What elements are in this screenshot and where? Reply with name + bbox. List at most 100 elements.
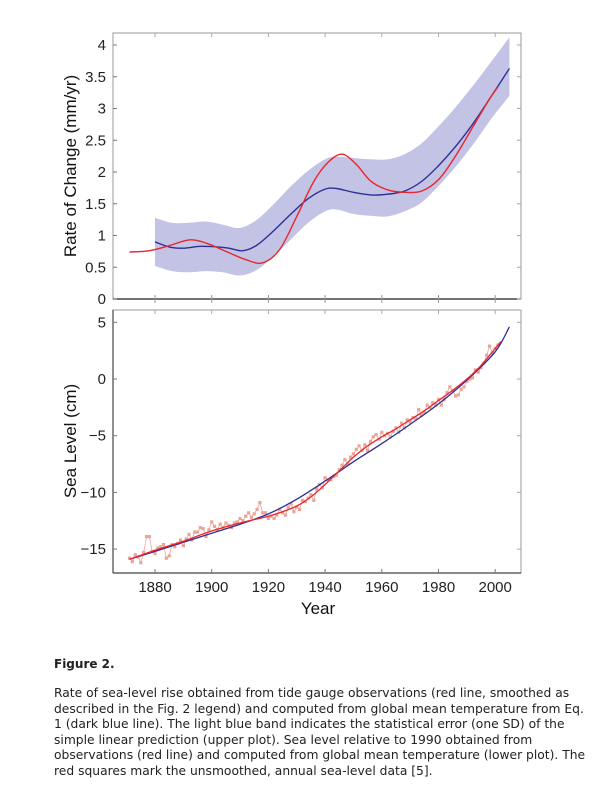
upper-observed-line [129,86,499,264]
upper-predicted-line [154,68,510,252]
annual-data-square [207,528,211,532]
x-tick-label: 1900 [195,579,228,596]
annual-data-square [315,487,319,491]
annual-data-square [300,498,304,502]
annual-data-square [195,530,200,534]
annual-data-square [235,520,239,524]
annual-data-square [485,353,489,357]
annual-data-square [289,502,293,506]
annual-data-square [272,516,276,521]
upper-y-tick-label: 0 [98,291,106,308]
annual-data-square [343,457,347,462]
lower-predicted-line [129,326,510,560]
annual-data-square [184,537,188,541]
annual-data-square [434,403,438,407]
annual-data-square [340,463,344,467]
annual-data-square [139,561,143,565]
annual-data-square [266,516,270,521]
x-axis-label: Year [301,599,336,618]
annual-data-square [425,403,429,407]
annual-data-square [309,493,313,497]
annual-data-square [351,452,355,456]
error-band [155,37,510,276]
annual-data-square [142,550,146,555]
annual-data-square [238,516,242,521]
annual-data-square [306,496,310,500]
annual-data-square [292,510,296,514]
annual-data-square [357,444,361,448]
annual-data-square [133,553,137,557]
annual-data-square [147,535,151,539]
annual-data-square [232,521,236,525]
annual-data-square [153,552,157,556]
annual-data-square [312,498,316,502]
annual-data-square [255,507,259,511]
annual-data-square [164,556,168,560]
annual-data-connector [129,344,499,564]
annual-data-square [278,507,282,511]
annual-data-square [252,512,256,516]
annual-data-square [241,519,245,523]
annual-data-square [468,377,472,381]
annual-data-square [400,421,404,425]
annual-data-square [476,370,480,374]
lower-y-tick-label: 0 [98,371,106,388]
annual-data-square [130,560,134,564]
figure-caption: Rate of sea-level rise obtained from tid… [54,686,586,778]
upper-plot-rate-of-change: 0 0.5 1 1.5 2 2.5 3 3.5 4 Rate of Change (mm/yr) [61,32,522,308]
annual-data-square [408,420,412,424]
annual-data-square [269,514,273,518]
annual-data-square [173,545,177,549]
annual-data-square [439,403,443,407]
annual-data-square [371,435,375,439]
x-tick-label: 2000 [479,579,512,596]
lower-y-axis-label: Sea Level (cm) [61,384,80,498]
annual-data-square [394,426,398,430]
annual-data-square [193,530,197,534]
upper-y-tick-label: 1.5 [85,196,106,213]
annual-data-square [363,443,367,447]
upper-y-tick-label: 3 [98,101,106,118]
annual-data-square [295,505,299,509]
annual-data-square [431,401,435,405]
annual-data-square [388,435,392,439]
annual-data-square [465,379,469,383]
lower-plot-frame [112,309,522,574]
upper-y-tick-label: 1 [98,228,106,245]
annual-data-square [334,473,338,477]
annual-data-square [286,505,290,509]
figure-title: Figure 2. [54,657,115,671]
x-tick-label: 1880 [138,579,171,596]
annual-data-square [354,447,358,451]
annual-data-square [281,511,285,515]
annual-data-square [456,393,460,397]
annual-data-square [419,413,424,417]
annual-data-square [244,514,248,518]
annual-data-square [374,433,378,437]
annual-data-square [224,521,228,525]
x-tick-label: 1980 [422,579,455,596]
annual-data-square [417,408,421,412]
annual-data-square [156,546,160,550]
figure-2-chart: 0 0.5 1 1.5 2 2.5 3 3.5 4 Rate of Change (mm/yr)… [61,32,522,618]
annual-data-square [366,448,370,452]
annual-data-square [422,410,426,414]
upper-y-tick-label: 3.5 [85,69,106,86]
annual-data-square [414,417,418,421]
annual-data-square [459,387,463,391]
annual-data-square [349,455,353,459]
annual-data-square [346,462,350,466]
lower-y-tick-label: 5 [98,314,106,331]
lower-observed-line [129,341,502,560]
annual-data-square [368,439,373,443]
annual-data-square [187,532,191,536]
annual-data-square [283,513,287,517]
annual-data-square [445,391,449,395]
annual-data-square [473,368,477,372]
annual-data-square [247,511,251,515]
annual-data-square [380,430,384,434]
annual-data-square [405,418,409,422]
upper-y-tick-label: 4 [98,37,106,54]
upper-y-tick-label: 0.5 [85,259,106,276]
annual-data-square [249,515,253,519]
